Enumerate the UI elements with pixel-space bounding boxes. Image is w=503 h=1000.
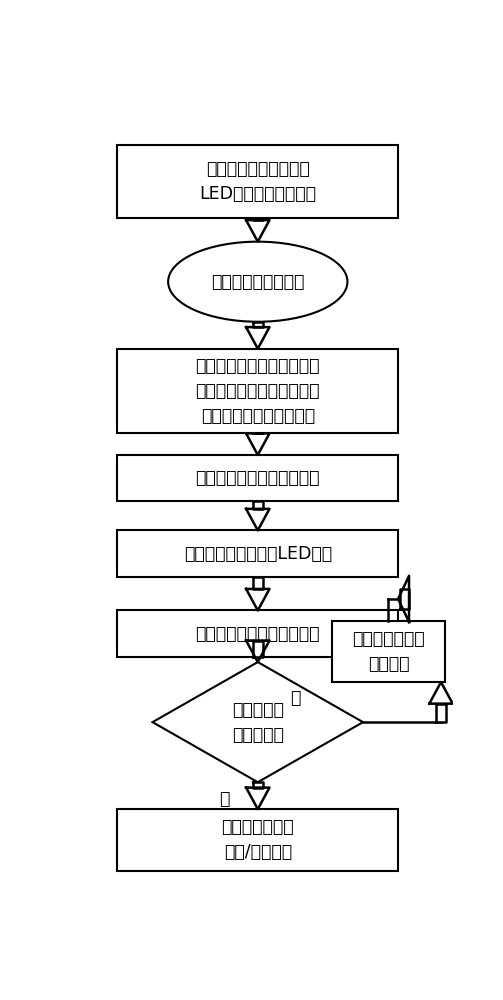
Bar: [117, 530, 398, 577]
Bar: [117, 455, 398, 501]
Polygon shape: [246, 327, 270, 349]
Polygon shape: [429, 682, 453, 704]
Text: 图像采集设备位置固定
LED光源阵列位置固定: 图像采集设备位置固定 LED光源阵列位置固定: [199, 160, 316, 203]
Text: 以虹膜尺寸为基准刻画单元
像素刻度并在采集图像的区
域画幅内建立参考坐标系: 以虹膜尺寸为基准刻画单元 像素刻度并在采集图像的区 域画幅内建立参考坐标系: [196, 357, 320, 425]
Text: 质子重离子设备
停止出束: 质子重离子设备 停止出束: [352, 630, 425, 673]
Polygon shape: [253, 322, 263, 327]
Polygon shape: [253, 782, 263, 788]
Text: 患者眼球凝视正前方: 患者眼球凝视正前方: [211, 273, 304, 291]
Polygon shape: [246, 641, 270, 662]
Polygon shape: [246, 220, 270, 242]
Polygon shape: [253, 218, 263, 220]
Text: 偏差是否在
阈值范围内: 偏差是否在 阈值范围内: [232, 701, 284, 744]
Polygon shape: [253, 501, 263, 509]
Polygon shape: [398, 576, 409, 622]
Text: 设定眼球运动位置偏差阈值: 设定眼球运动位置偏差阈值: [196, 469, 320, 487]
Text: 记录眼球运动位置偏差曲线: 记录眼球运动位置偏差曲线: [196, 625, 320, 643]
Text: 是: 是: [219, 790, 230, 808]
Polygon shape: [246, 788, 270, 809]
Polygon shape: [400, 589, 409, 609]
Polygon shape: [246, 433, 270, 455]
Polygon shape: [152, 662, 363, 782]
Bar: [117, 145, 398, 218]
Polygon shape: [436, 704, 446, 722]
Text: 质子重离子设备
开始/恢复出束: 质子重离子设备 开始/恢复出束: [221, 818, 294, 861]
Text: 患者眼球凝视治疗位LED灯珠: 患者眼球凝视治疗位LED灯珠: [184, 545, 332, 563]
Ellipse shape: [168, 242, 348, 322]
Bar: [117, 610, 398, 657]
Polygon shape: [246, 589, 270, 610]
Polygon shape: [253, 641, 263, 657]
Polygon shape: [253, 577, 263, 589]
Bar: [117, 349, 398, 433]
Polygon shape: [246, 509, 270, 530]
Bar: [332, 620, 445, 682]
Bar: [117, 809, 398, 871]
Text: 否: 否: [290, 688, 300, 706]
